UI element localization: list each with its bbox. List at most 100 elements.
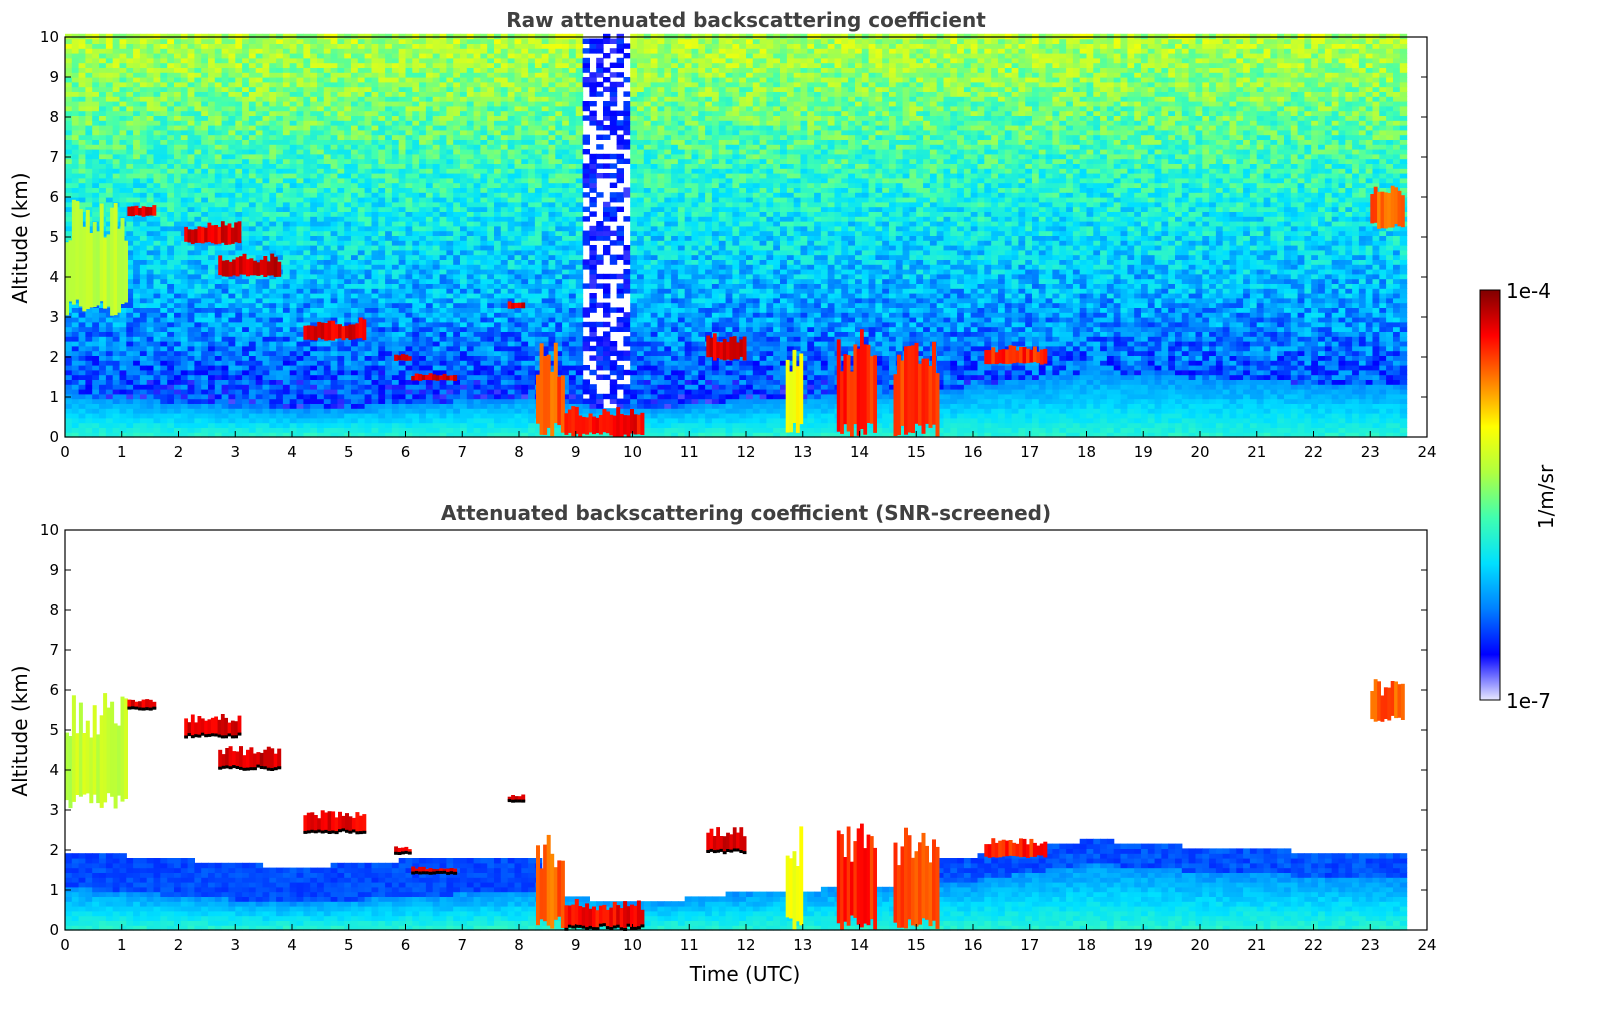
- heat-cell: [228, 321, 236, 328]
- heat-cell: [351, 307, 359, 313]
- heat-cell: [330, 230, 338, 236]
- heat-cell: [453, 384, 461, 390]
- heat-cell: [248, 398, 257, 404]
- heat-cell: [146, 283, 155, 289]
- heat-cell: [378, 134, 386, 140]
- heat-cell: [439, 72, 447, 78]
- heat-cell: [378, 273, 386, 280]
- heat-cell: [357, 96, 366, 102]
- heat-cell: [180, 365, 189, 371]
- heat-cell: [425, 307, 434, 313]
- heat-cell: [351, 125, 359, 131]
- heat-cell: [235, 350, 243, 356]
- heat-cell: [323, 105, 332, 112]
- heat-cell: [194, 345, 202, 352]
- heat-cell: [248, 197, 257, 203]
- heat-cell: [153, 355, 161, 361]
- heat-cell: [391, 192, 400, 198]
- heat-cell: [214, 53, 223, 59]
- heat-cell: [398, 321, 407, 328]
- heat-cell: [412, 341, 420, 347]
- heat-cell: [391, 331, 400, 337]
- heat-cell: [146, 336, 155, 342]
- heat-cell: [398, 273, 407, 280]
- heat-cell: [146, 374, 155, 380]
- heat-cell: [78, 312, 86, 318]
- heat-cell: [208, 197, 216, 203]
- heat-cell: [208, 91, 216, 97]
- heat-cell: [317, 374, 325, 380]
- heat-cell: [398, 153, 407, 160]
- heat-cell: [105, 355, 114, 361]
- heat-cell: [71, 168, 80, 174]
- heat-cell: [419, 38, 427, 44]
- heat-cell: [398, 134, 407, 140]
- heat-cell: [228, 379, 236, 385]
- heat-cell: [412, 245, 420, 251]
- heat-cell: [398, 125, 407, 131]
- heat-cell: [180, 221, 189, 227]
- heat-cell: [391, 53, 400, 59]
- heat-cell: [214, 302, 223, 308]
- heat-cell: [214, 105, 223, 112]
- heat-cell: [282, 278, 291, 284]
- heat-cell: [214, 326, 223, 332]
- heat-cell: [371, 264, 379, 270]
- heat-cell: [323, 225, 332, 232]
- heat-cell: [71, 177, 80, 184]
- heat-cell: [405, 393, 413, 400]
- heat-cell: [398, 398, 407, 404]
- heat-cell: [419, 182, 427, 188]
- heat-cell: [385, 177, 393, 184]
- heat-cell: [425, 221, 434, 227]
- heat-cell: [446, 158, 454, 164]
- heat-cell: [460, 81, 468, 88]
- heat-cell: [262, 81, 270, 88]
- heat-cell: [371, 192, 379, 198]
- heat-cell: [357, 398, 366, 404]
- heat-cell: [323, 216, 332, 222]
- heat-cell: [167, 192, 175, 198]
- heat-cell: [398, 115, 407, 121]
- heat-cell: [357, 384, 366, 390]
- heat-cell: [221, 158, 229, 164]
- heat-cell: [269, 206, 277, 212]
- heat-cell: [344, 403, 352, 409]
- heat-cell: [262, 115, 270, 121]
- heat-cell: [405, 427, 413, 433]
- heat-cell: [65, 384, 73, 390]
- heat-cell: [412, 355, 420, 361]
- heat-cell: [194, 321, 202, 328]
- heat-cell: [310, 125, 318, 131]
- heat-cell: [344, 201, 352, 208]
- heat-cell: [364, 369, 372, 376]
- heat-cell: [146, 297, 155, 304]
- heat-cell: [119, 173, 127, 179]
- heat-cell: [269, 216, 277, 222]
- heat-cell: [357, 48, 366, 54]
- heat-cell: [208, 57, 216, 64]
- heat-cell: [139, 115, 148, 121]
- heat-cell: [71, 91, 80, 97]
- heat-cell: [78, 360, 86, 366]
- heat-cell: [351, 384, 359, 390]
- heat-cell: [466, 307, 475, 313]
- heat-cell: [180, 158, 189, 164]
- heat-cell: [385, 144, 393, 150]
- heat-cell: [153, 240, 161, 246]
- heat-cell: [133, 345, 141, 352]
- heat-cell: [446, 269, 454, 275]
- heat-cell: [405, 278, 413, 284]
- heat-cell: [330, 197, 338, 203]
- heat-cell: [126, 302, 134, 308]
- heat-cell: [228, 96, 236, 102]
- heat-cell: [201, 173, 209, 179]
- heat-cell: [378, 173, 386, 179]
- heat-cell: [310, 259, 318, 265]
- heat-cell: [385, 417, 393, 424]
- heat-cell: [201, 163, 209, 169]
- heat-cell: [242, 120, 250, 126]
- heat-cell: [398, 57, 407, 64]
- heat-cell: [453, 432, 461, 438]
- heat-cell: [303, 264, 311, 270]
